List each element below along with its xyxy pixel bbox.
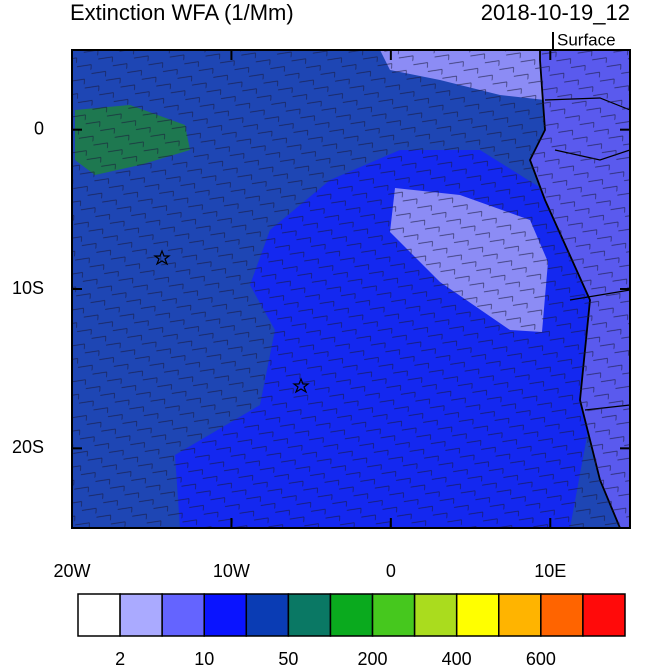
colorbar-box (371, 593, 416, 637)
date: 2018-10-19_12 (481, 0, 630, 25)
colorbar-box (203, 593, 248, 637)
colorbar: 2 10 50 200 400 600 (77, 593, 626, 669)
y-tick-label: 0 (34, 118, 44, 138)
x-tick-label: 10W (213, 561, 250, 581)
colorbar-box (540, 593, 584, 637)
site-star (292, 377, 310, 394)
title: Extinction WFA (1/Mm) (70, 0, 294, 25)
x-tick-label: 20W (53, 561, 90, 581)
colorbar-box (119, 593, 163, 637)
axes: 20W 10W 0 10E 0 10S 20S (12, 50, 630, 581)
site-star (153, 249, 171, 266)
colorbar-box (582, 593, 626, 637)
colorbar-label: 400 (442, 649, 472, 667)
colorbar-box (245, 593, 290, 637)
colorbar-box (455, 593, 500, 637)
colorbar-label: 600 (526, 649, 556, 667)
map-field (72, 50, 630, 528)
wind-barbs (72, 50, 630, 528)
level: Surface (557, 30, 616, 49)
colorbar-label: 2 (115, 649, 125, 667)
y-tick-label: 10S (12, 278, 44, 298)
colorbar-label: 10 (194, 649, 214, 667)
colorbar-box (287, 593, 332, 637)
colorbar-box (161, 593, 205, 637)
x-tick-label: 10E (534, 561, 566, 581)
y-tick-label: 20S (12, 437, 44, 457)
colorbar-label: 200 (358, 649, 388, 667)
colorbar-box (413, 593, 458, 637)
colorbar-box (77, 593, 121, 637)
colorbar-box (329, 593, 374, 637)
x-tick-label: 0 (386, 561, 396, 581)
colorbar-label: 50 (278, 649, 298, 667)
colorbar-box (498, 593, 542, 637)
